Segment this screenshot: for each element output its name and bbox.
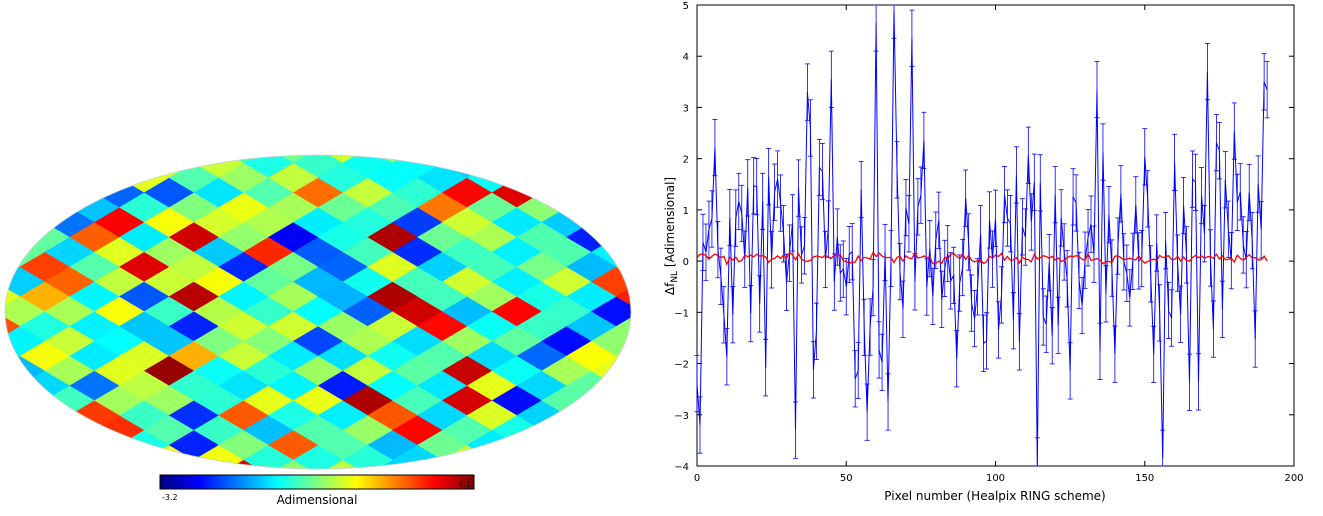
y-tick-label: 4	[683, 52, 689, 63]
error-bar	[954, 330, 960, 388]
x-axis: 0 50 100 150 200	[694, 5, 1304, 484]
x-tick-label: 0	[694, 473, 700, 484]
fnl-plot-panel: 0 50 100 150 200 −4 −3 −2 −1 0 1 2 3 4 5 Pixel number…	[660, 0, 1323, 512]
error-bar	[978, 205, 984, 263]
y-tick-label: 0	[683, 257, 689, 268]
series-mean-line	[696, 251, 1268, 266]
y-tick-label: 2	[683, 155, 689, 166]
mollweide-sky-map: -3.2 4.1 Adimensional	[4, 154, 632, 507]
y-tick-label: 3	[683, 103, 689, 114]
x-tick-label: 150	[1135, 473, 1154, 484]
error-bar	[864, 383, 870, 441]
error-bar	[1151, 325, 1157, 383]
error-bar	[712, 118, 718, 177]
error-bar	[900, 280, 906, 338]
x-tick-label: 50	[840, 473, 853, 484]
healpix-pixels	[5, 155, 631, 469]
y-tick-label: −2	[674, 360, 689, 371]
map-outline	[4, 154, 632, 470]
x-axis-label: Pixel number (Healpix RING scheme)	[884, 489, 1105, 503]
error-bar	[730, 286, 736, 344]
colorbar-min-label: -3.2	[162, 493, 178, 502]
error-bar	[1264, 61, 1270, 119]
y-tick-label: −1	[674, 308, 689, 319]
series-delta-fnl-line	[696, 10, 1268, 467]
y-tick-label: 5	[683, 1, 689, 12]
colorbar-label: Adimensional	[277, 493, 358, 507]
error-bars	[694, 4, 1270, 467]
sky-map-panel: -3.2 4.1 Adimensional	[0, 0, 660, 512]
y-tick-label: 1	[683, 206, 689, 217]
x-tick-label: 200	[1284, 473, 1303, 484]
colorbar-max-label: 4.1	[458, 480, 471, 489]
y-tick-label: −4	[674, 462, 689, 473]
x-tick-label: 100	[986, 473, 1005, 484]
y-tick-label: −3	[674, 411, 689, 422]
colorbar	[159, 474, 475, 490]
fnl-line-chart: 0 50 100 150 200 −4 −3 −2 −1 0 1 2 3 4 5 Pixel number…	[663, 1, 1304, 503]
y-axis: −4 −3 −2 −1 0 1 2 3 4 5	[674, 1, 1294, 473]
y-axis-label: ΔfNL [Adimensional]	[663, 177, 680, 295]
